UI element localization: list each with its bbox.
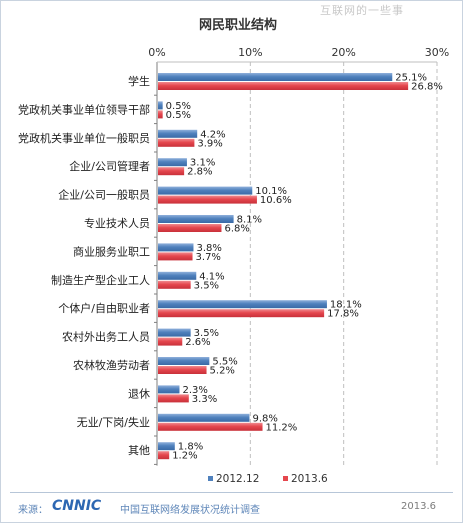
bar-2012-12 [158, 243, 194, 252]
bar-2013-6 [158, 195, 257, 204]
bar-2013-6 [158, 167, 185, 176]
data-label: 1.8% [178, 442, 203, 453]
category-labels: 学生党政机关事业单位领导干部党政机关事业单位一般职员企业/公司管理者企业/公司一… [18, 74, 150, 457]
data-label: 10.1% [255, 186, 287, 197]
category-label: 无业/下岗/失业 [77, 416, 150, 429]
footer: 来源： CNNIC 中国互联网络发展状况统计调查 2013.6 [18, 498, 448, 517]
category-label: 党政机关事业单位领导干部 [18, 102, 150, 116]
legend-label: 2012.12 [216, 473, 259, 485]
footer-divider [10, 492, 453, 493]
data-label: 3.1% [190, 158, 215, 169]
data-label: 1.2% [172, 451, 197, 462]
data-label: 9.8% [252, 413, 277, 424]
tick-label: 30% [425, 46, 449, 59]
bar-2012-12 [158, 413, 250, 422]
data-label: 26.8% [411, 82, 443, 93]
tick-labels: 0% 10% 20% 30% [148, 46, 449, 59]
data-label: 10.6% [260, 195, 292, 206]
data-label: 4.2% [200, 129, 225, 140]
category-label: 企业/公司一般职员 [58, 188, 150, 202]
bar-2013-6 [158, 309, 325, 318]
data-label: 2.8% [187, 167, 212, 178]
data-label: 0.5% [166, 110, 191, 121]
source-label: 来源： [18, 505, 48, 516]
category-label: 党政机关事业单位一般职员 [18, 131, 150, 145]
bar-2012-12 [158, 385, 180, 394]
data-label: 2.6% [185, 337, 210, 348]
bar-2013-6 [158, 422, 263, 431]
legend-label: 2013.6 [291, 473, 328, 485]
chart-title: 网民职业结构 [199, 17, 277, 33]
category-label: 商业服务业职工 [73, 244, 150, 258]
bar-2013-6 [158, 451, 170, 460]
watermark: 互联网的一些事 [320, 4, 404, 17]
organization-name: 中国互联网络发展状况统计调查 [120, 505, 260, 516]
bar-chart: 网民职业结构 0% 10% 20% 30% 学生党政机关事业单位领导干部党政机关事业单… [18, 17, 449, 485]
data-label: 5.5% [212, 357, 237, 368]
bar-2012-12 [158, 215, 234, 223]
tick-label: 20% [331, 46, 355, 59]
cnnic-logo: CNNIC [52, 498, 102, 514]
data-labels: 25.1%26.8%0.5%0.5%4.2%3.9%3.1%2.8%10.1%1… [166, 73, 443, 462]
legend-swatch [208, 476, 213, 481]
category-label: 农村外出务工人员 [62, 330, 150, 344]
data-label: 25.1% [395, 73, 427, 84]
data-label: 5.2% [210, 366, 235, 377]
report-date: 2013.6 [401, 501, 436, 512]
data-label: 11.2% [266, 422, 298, 433]
bar-2012-12 [158, 73, 393, 81]
bar-2013-6 [158, 252, 193, 261]
bar-2012-12 [158, 271, 197, 280]
data-label: 2.3% [182, 385, 207, 396]
tick-label: 10% [238, 46, 262, 59]
category-label: 制造生产型企业工人 [51, 273, 150, 287]
category-label: 退休 [128, 387, 150, 400]
bar-2012-12 [158, 129, 198, 138]
bar-2013-6 [158, 394, 189, 403]
bars [158, 73, 409, 460]
data-label: 4.1% [199, 271, 224, 282]
data-label: 3.5% [194, 328, 219, 339]
bar-2013-6 [158, 280, 191, 289]
category-label: 农林牧渔劳动者 [73, 358, 150, 372]
data-label: 0.5% [166, 101, 191, 112]
bar-2012-12 [158, 101, 163, 110]
category-label: 企业/公司管理者 [69, 159, 150, 173]
bar-2013-6 [158, 82, 409, 90]
data-label: 6.8% [224, 224, 249, 235]
bar-2012-12 [158, 158, 187, 167]
bar-2012-12 [158, 442, 175, 451]
data-label: 18.1% [330, 300, 362, 311]
data-label: 3.9% [197, 138, 222, 149]
category-label: 其他 [128, 444, 150, 457]
data-label: 3.8% [196, 243, 221, 254]
category-label: 专业技术人员 [84, 216, 150, 230]
legend: 2012.12 2013.6 [208, 473, 328, 485]
bar-2012-12 [158, 300, 327, 309]
bar-2013-6 [158, 110, 163, 119]
bar-2013-6 [158, 366, 207, 374]
bar-2013-6 [158, 224, 222, 232]
bar-2012-12 [158, 357, 210, 365]
category-label: 个体户/自由职业者 [58, 301, 150, 315]
bar-2012-12 [158, 328, 191, 337]
data-label: 17.8% [327, 309, 359, 320]
bar-2013-6 [158, 337, 183, 346]
data-label: 3.5% [194, 280, 219, 291]
bar-2012-12 [158, 186, 253, 195]
legend-swatch [283, 476, 288, 481]
grid-layer [154, 61, 438, 466]
category-label: 学生 [128, 74, 150, 88]
tick-label: 0% [148, 46, 165, 59]
data-label: 3.7% [196, 252, 221, 263]
bar-2013-6 [158, 138, 195, 147]
data-label: 8.1% [237, 215, 262, 226]
data-label: 3.3% [192, 394, 217, 405]
